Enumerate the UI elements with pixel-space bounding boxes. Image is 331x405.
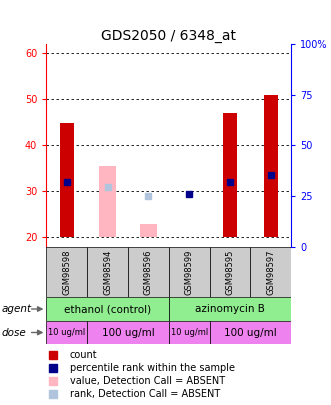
Bar [264, 95, 278, 237]
Bar [99, 166, 116, 237]
Bar [210, 321, 291, 344]
Text: percentile rank within the sample: percentile rank within the sample [70, 363, 234, 373]
Bar [60, 123, 74, 237]
Text: azinomycin B: azinomycin B [195, 304, 265, 314]
Bar [169, 297, 291, 321]
Bar [87, 321, 169, 344]
Text: GSM98595: GSM98595 [225, 249, 235, 295]
Text: 10 ug/ml: 10 ug/ml [170, 328, 208, 337]
Text: GSM98594: GSM98594 [103, 249, 112, 295]
Bar [46, 247, 87, 297]
Text: 10 ug/ml: 10 ug/ml [48, 328, 85, 337]
Text: agent: agent [2, 304, 32, 314]
Bar [251, 247, 291, 297]
Text: rank, Detection Call = ABSENT: rank, Detection Call = ABSENT [70, 388, 220, 399]
Text: 100 ug/ml: 100 ug/ml [224, 328, 277, 337]
Text: ethanol (control): ethanol (control) [64, 304, 151, 314]
Text: GSM98598: GSM98598 [62, 249, 71, 295]
Bar [140, 224, 157, 237]
Text: GSM98599: GSM98599 [185, 249, 194, 295]
Bar [87, 247, 128, 297]
Text: GSM98596: GSM98596 [144, 249, 153, 295]
Bar [128, 247, 169, 297]
Bar [46, 321, 87, 344]
Bar [210, 247, 251, 297]
Text: GSM98597: GSM98597 [266, 249, 275, 295]
Text: 100 ug/ml: 100 ug/ml [102, 328, 154, 337]
Title: GDS2050 / 6348_at: GDS2050 / 6348_at [101, 29, 236, 43]
Text: count: count [70, 350, 97, 360]
Bar [46, 297, 169, 321]
Bar [169, 321, 210, 344]
Text: dose: dose [2, 328, 26, 337]
Bar [169, 247, 210, 297]
Text: value, Detection Call = ABSENT: value, Detection Call = ABSENT [70, 376, 225, 386]
Bar [223, 113, 237, 237]
